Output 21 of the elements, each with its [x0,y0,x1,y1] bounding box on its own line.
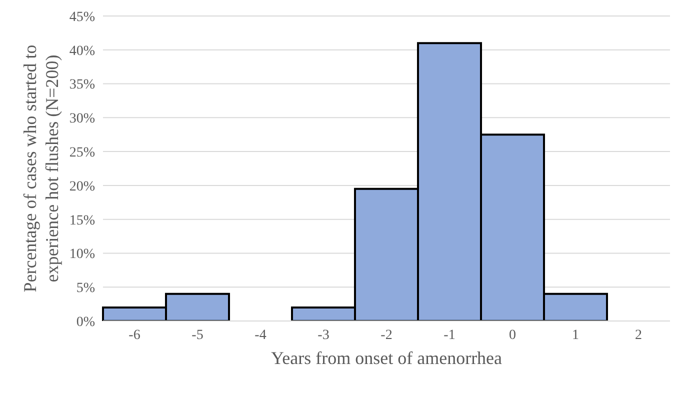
x-axis-title: Years from onset of amenorrhea [270,348,502,368]
y-tick-label: 30% [69,112,96,127]
y-tick-label: 10% [69,247,96,262]
y-tick-label: 5% [76,281,96,296]
x-tick-label: -3 [318,328,330,343]
x-tick-label: -5 [192,328,204,343]
x-tick-label: -6 [128,328,140,343]
y-tick-label: 0% [76,314,96,330]
x-tick-label: -2 [380,328,392,343]
x-tick-label: 0 [509,328,516,343]
x-tick-label: -4 [254,328,266,343]
y-tick-label: 25% [69,146,96,161]
y-tick-label: 35% [69,78,96,93]
y-tick-label: 15% [69,213,96,228]
x-tick-label: -1 [444,328,456,343]
y-tick-label: 20% [69,179,96,194]
y-tick-label: 45% [69,10,96,25]
y-tick-label: 40% [69,44,96,59]
x-tick-label: 1 [572,328,579,343]
y-axis-title: Percentage of cases who started to experience hot flushes (N=200) [20,44,62,292]
x-tick-label: 2 [635,328,642,343]
